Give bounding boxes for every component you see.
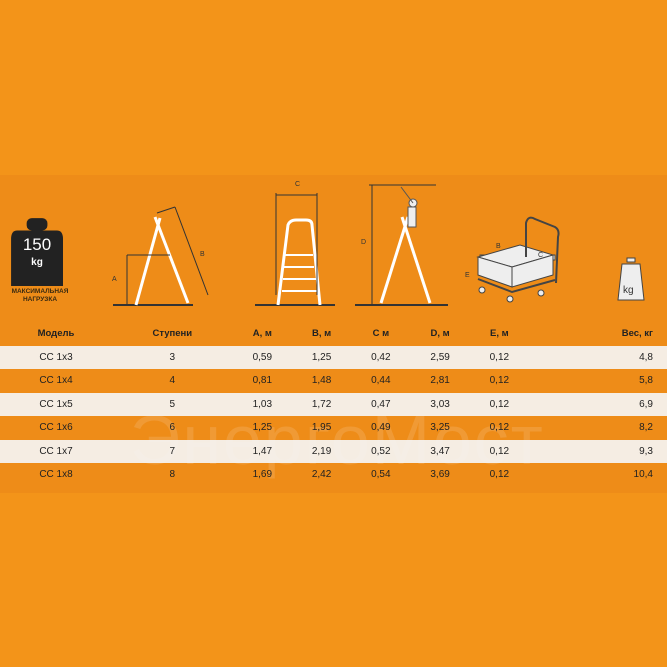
table-cell: 3,47 <box>410 439 470 463</box>
table-cell: 1,48 <box>311 375 332 387</box>
table-cell: 3,69 <box>430 469 450 481</box>
table-cell: CC 1x3 <box>0 345 112 369</box>
table-cell: 3 <box>111 345 233 369</box>
table-cell: 7 <box>111 439 233 463</box>
column-header: D, м <box>430 328 450 340</box>
table-cell: 1,25 <box>291 345 352 369</box>
table-cell: 3,25 <box>430 422 450 434</box>
table-cell: 4 <box>169 375 176 387</box>
table-cell: 1,47 <box>232 439 292 463</box>
table-cell: 0,12 <box>489 422 510 434</box>
cart-b-label: B <box>496 243 501 250</box>
table-cell: CC 1x7 <box>0 439 112 463</box>
table-cell: 0,12 <box>469 392 529 416</box>
table-cell: 0,81 <box>252 375 273 387</box>
table-header-row: Модель Ступени A, м B, м C м D, м E, м Вес, кг <box>0 322 667 346</box>
max-load-unit: kg <box>31 257 43 268</box>
table-cell: CC 1x8 <box>39 469 73 481</box>
column-header: Ступени <box>152 328 193 340</box>
dim-d-label: D <box>361 239 367 246</box>
table-cell: 0,12 <box>469 345 529 369</box>
table-cell: 5,8 <box>639 375 653 387</box>
cart-c-label: C <box>538 252 544 259</box>
table-cell: 6,9 <box>529 392 667 416</box>
max-load-label: МАКСИМАЛЬНАЯ НАГРУЗКА <box>10 288 70 304</box>
dim-b-label: B <box>200 251 205 258</box>
table-cell: 0,44 <box>371 375 391 387</box>
column-header: C м <box>372 328 390 340</box>
table-cell: 5 <box>111 392 233 416</box>
table-cell: CC 1x5 <box>0 392 112 416</box>
ladder-diagrams <box>113 184 645 306</box>
table-cell: 3,03 <box>410 392 470 416</box>
dim-c-label: C <box>295 181 301 188</box>
table-cell: 2,19 <box>291 439 352 463</box>
label-line-2: НАГРУЗКА <box>22 296 58 303</box>
table-row: CC 1x7 7 1,47 2,19 0,52 3,47 0,12 9,3 <box>0 439 667 463</box>
table-cell: 1,72 <box>291 392 352 416</box>
table-row: CC 1x6 6 1,25 1,95 0,49 3,25 0,12 8,2 <box>0 416 667 440</box>
table-row: CC 1x3 3 0,59 1,25 0,42 2,59 0,12 4,8 <box>0 345 667 369</box>
table-cell: 1,25 <box>252 422 273 434</box>
table-cell: 0,54 <box>371 469 391 481</box>
table-cell: 0,49 <box>371 422 391 434</box>
table-cell: 6 <box>169 422 176 434</box>
table-row: CC 1x4 4 0,81 1,48 0,44 2,81 0,12 5,8 <box>0 369 667 393</box>
table-cell: 0,42 <box>351 345 411 369</box>
table-cell: 0,52 <box>351 439 411 463</box>
table-row: CC 1x8 8 1,69 2,42 0,54 3,69 0,12 10,4 <box>0 463 667 487</box>
table-cell: 8,2 <box>639 422 653 434</box>
table-cell: 8 <box>169 469 176 481</box>
column-header: A, м <box>252 328 272 340</box>
table-cell: 4,8 <box>529 345 667 369</box>
table-cell: 0,12 <box>469 439 529 463</box>
table-cell: 1,69 <box>252 469 273 481</box>
column-header: Модель <box>37 328 75 340</box>
column-header: B, м <box>311 328 332 340</box>
table-row: CC 1x5 5 1,03 1,72 0,47 3,03 0,12 6,9 <box>0 392 667 416</box>
table-cell: 2,59 <box>410 345 470 369</box>
table-cell: 2,81 <box>430 375 450 387</box>
table-cell: CC 1x6 <box>39 422 73 434</box>
table-cell: 1,03 <box>232 392 292 416</box>
table-cell: 0,12 <box>489 375 510 387</box>
label-line-1: МАКСИМАЛЬНАЯ <box>11 288 69 295</box>
weight-kg-label: kg <box>623 285 634 296</box>
cart-e-label: E <box>465 272 470 279</box>
column-header: Вес, кг <box>621 328 653 340</box>
dim-a-label: A <box>112 276 117 283</box>
table-cell: 10,4 <box>633 469 653 481</box>
column-header: E, м <box>490 328 509 340</box>
table-cell: 0,47 <box>351 392 411 416</box>
table-cell: 1,95 <box>311 422 332 434</box>
table-cell: CC 1x4 <box>39 375 73 387</box>
table-cell: 2,42 <box>311 469 332 481</box>
table-cell: 9,3 <box>529 439 667 463</box>
weight-icon <box>11 218 63 286</box>
table-cell: 0,12 <box>489 469 510 481</box>
table-cell: 0,59 <box>232 345 292 369</box>
max-load-value: 150 <box>22 235 52 254</box>
